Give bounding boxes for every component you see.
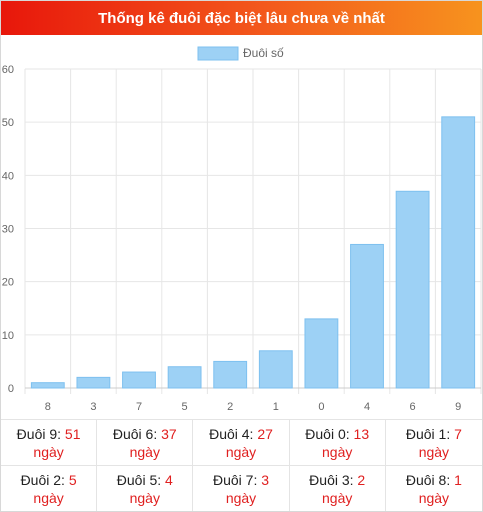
stat-line: Đuôi 8: 1 [406, 471, 462, 489]
stat-label: Đuôi 4: [209, 425, 258, 442]
x-tick-label: 7 [136, 401, 142, 413]
stat-value: 51 [64, 425, 81, 442]
bar[interactable] [395, 190, 430, 389]
stat-cell: Đuôi 5: 4 ngày [97, 465, 194, 511]
y-tick-label: 60 [2, 64, 14, 76]
stat-cell: Đuôi 7: 3 ngày [193, 465, 290, 511]
y-tick-label: 50 [2, 117, 14, 129]
stat-cell: Đuôi 9: 51 ngày [1, 419, 98, 465]
panel-title: Thống kê đuôi đặc biệt lâu chưa về nhất [98, 9, 385, 27]
stat-value: 27 [257, 425, 273, 442]
x-tick-label: 9 [455, 401, 461, 413]
stat-line: Đuôi 9: 51 [17, 425, 81, 443]
stat-cell: Đuôi 3: 2 ngày [289, 465, 386, 511]
bar[interactable] [304, 318, 339, 389]
bar[interactable] [350, 243, 384, 389]
x-tick-label: 4 [364, 401, 370, 413]
stat-line: Đuôi 6: 37 [113, 425, 177, 443]
stat-unit: ngày [225, 443, 257, 460]
stat-cell: Đuôi 8: 1 ngày [385, 465, 482, 511]
legend-label[interactable]: Đuôi số [243, 46, 284, 60]
y-tick-label: 30 [2, 224, 14, 236]
stat-line: Đuôi 1: 7 [406, 425, 462, 443]
stat-line: Đuôi 3: 2 [309, 471, 365, 489]
x-tick-label: 6 [410, 401, 416, 413]
stat-value: 5 [68, 471, 77, 488]
stat-unit: ngày [322, 443, 353, 460]
stat-cell: Đuôi 6: 37 ngày [97, 419, 194, 465]
bar[interactable] [258, 350, 293, 389]
stat-unit: ngày [418, 489, 450, 506]
stat-cell: Đuôi 4: 27 ngày [193, 419, 290, 465]
stat-label: Đuôi 1: [405, 425, 455, 442]
y-tick-label: 0 [8, 383, 14, 395]
stat-line: Đuôi 7: 3 [213, 471, 269, 489]
stat-cell: Đuôi 2: 5 ngày [1, 465, 98, 511]
bar[interactable] [441, 116, 476, 389]
stat-label: Đuôi 7: [212, 471, 262, 488]
y-tick-label: 40 [2, 170, 14, 182]
stat-value: 2 [357, 471, 366, 488]
stat-unit: ngày [33, 443, 64, 460]
x-tick-label: 1 [273, 401, 279, 413]
chart-legend[interactable]: Đuôi số [197, 46, 284, 61]
bar-series [30, 116, 476, 389]
stat-cell: Đuôi 0: 13 ngày [289, 419, 386, 465]
stat-line: Đuôi 5: 4 [117, 471, 173, 489]
stat-unit: ngày [418, 443, 450, 460]
stat-value: 7 [454, 425, 462, 442]
stat-line: Đuôi 4: 27 [209, 425, 273, 443]
stat-unit: ngày [129, 489, 160, 506]
legend-swatch[interactable] [197, 46, 239, 61]
stat-line: Đuôi 2: 5 [21, 471, 77, 489]
stat-label: Đuôi 5: [116, 471, 166, 488]
stat-label: Đuôi 8: [405, 471, 455, 488]
stat-line: Đuôi 0: 13 [305, 425, 369, 443]
x-tick-label: 0 [318, 401, 324, 413]
stat-unit: ngày [225, 489, 257, 506]
y-axis: 0 10 20 30 40 50 60 [2, 64, 14, 395]
stats-grid: Đuôi 9: 51 ngày Đuôi 6: 37 ngày Đuôi 4: 27 ng… [1, 419, 482, 511]
stat-cell: Đuôi 1: 7 ngày [385, 419, 482, 465]
stat-label: Đuôi 6: [112, 425, 162, 442]
bar[interactable] [167, 366, 202, 389]
stat-value: 4 [165, 471, 173, 488]
bar[interactable] [122, 371, 156, 389]
stat-label: Đuôi 3: [309, 471, 358, 488]
chart-grid [24, 68, 482, 394]
y-tick-label: 10 [2, 330, 14, 342]
panel-header: Thống kê đuôi đặc biệt lâu chưa về nhất [1, 1, 482, 35]
bar[interactable] [30, 382, 65, 389]
stat-unit: ngày [129, 443, 160, 460]
y-tick-label: 20 [2, 277, 14, 289]
stat-value: 13 [353, 425, 370, 442]
x-axis: 8 3 7 5 2 1 0 4 6 9 [45, 401, 462, 413]
x-tick-label: 8 [45, 401, 51, 413]
stat-unit: ngày [322, 489, 353, 506]
x-tick-label: 5 [182, 401, 188, 413]
stat-label: Đuôi 2: [20, 471, 69, 488]
stat-label: Đuôi 9: [16, 425, 65, 442]
stat-value: 3 [261, 471, 270, 488]
stat-value: 1 [454, 471, 462, 488]
bar[interactable] [76, 376, 111, 389]
stat-label: Đuôi 0: [305, 425, 354, 442]
stat-unit: ngày [33, 489, 64, 506]
stat-value: 37 [161, 425, 177, 442]
bar[interactable] [213, 360, 248, 389]
x-tick-label: 3 [90, 401, 96, 413]
x-tick-label: 2 [227, 401, 233, 413]
